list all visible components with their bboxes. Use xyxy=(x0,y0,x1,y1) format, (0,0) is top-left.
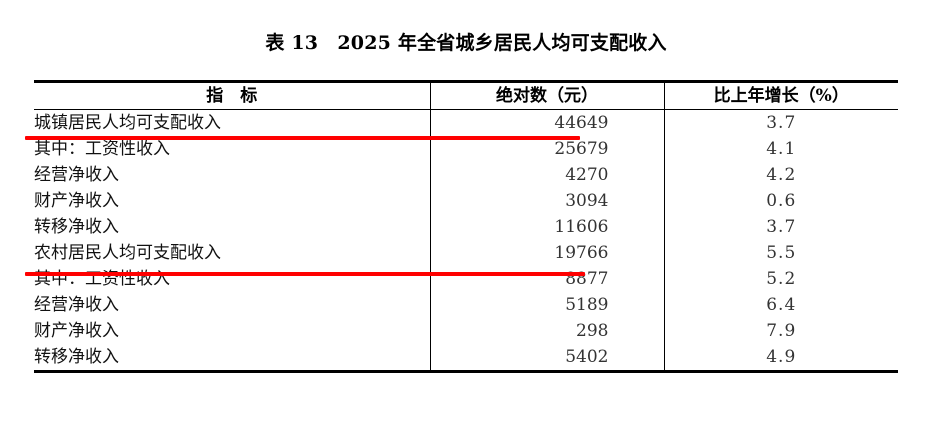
page-title: 表 13 2025 年全省城乡居民人均可支配收入 xyxy=(265,32,667,54)
row-label: 农村居民人均可支配收入 xyxy=(34,243,221,263)
row-label: 经营净收入 xyxy=(34,295,119,315)
statistics-table-container: 指 标 绝对数（元） 比上年增长（%） 城镇居民人均可支配收入 44649 3.7 其… xyxy=(34,80,898,373)
row-growth-value: 3.7 xyxy=(766,113,797,133)
row-growth-value: 3.7 xyxy=(766,217,797,237)
row-label: 转移净收入 xyxy=(34,347,119,367)
row-growth-value: 7.9 xyxy=(766,321,797,341)
table-row: 经营净收入 4270 4.2 xyxy=(34,162,898,188)
table-row: 财产净收入 3094 0.6 xyxy=(34,188,898,214)
column-header-indicator: 指 标 xyxy=(34,81,430,110)
row-label: 财产净收入 xyxy=(34,321,119,341)
row-absolute-value: 25679 xyxy=(429,136,665,162)
row-absolute-value: 11606 xyxy=(429,214,665,240)
income-statistics-table: 指 标 绝对数（元） 比上年增长（%） 城镇居民人均可支配收入 44649 3.7 其… xyxy=(34,80,898,373)
row-label: 城镇居民人均可支配收入 xyxy=(34,113,221,133)
row-label: 经营净收入 xyxy=(34,165,119,185)
row-absolute-value: 298 xyxy=(429,318,665,344)
row-label: 转移净收入 xyxy=(34,217,119,237)
table-row: 其中：工资性收入 25679 4.1 xyxy=(34,136,898,162)
column-header-absolute-value: 绝对数（元） xyxy=(429,81,665,110)
row-absolute-value: 5189 xyxy=(429,292,665,318)
table-header-row: 指 标 绝对数（元） 比上年增长（%） xyxy=(34,81,898,110)
row-absolute-value: 3094 xyxy=(429,188,665,214)
table-row: 经营净收入 5189 6.4 xyxy=(34,292,898,318)
row-absolute-value: 8877 xyxy=(429,266,665,292)
row-growth-value: 4.2 xyxy=(766,165,797,185)
row-absolute-value: 44649 xyxy=(429,109,665,136)
table-body: 城镇居民人均可支配收入 44649 3.7 其中：工资性收入 25679 4.1 经营净收入… xyxy=(34,109,898,372)
table-row: 转移净收入 11606 3.7 xyxy=(34,214,898,240)
table-row: 农村居民人均可支配收入 19766 5.5 xyxy=(34,240,898,266)
row-label: 财产净收入 xyxy=(34,191,119,211)
row-label: 其中：工资性收入 xyxy=(34,269,170,289)
row-absolute-value: 4270 xyxy=(429,162,665,188)
table-header: 指 标 绝对数（元） 比上年增长（%） xyxy=(34,81,898,110)
column-header-growth: 比上年增长（%） xyxy=(664,81,898,110)
row-absolute-value: 19766 xyxy=(429,240,665,266)
row-growth-value: 4.9 xyxy=(766,347,797,367)
row-growth-value: 4.1 xyxy=(766,139,797,159)
row-growth-value: 0.6 xyxy=(766,191,797,211)
table-row: 财产净收入 298 7.9 xyxy=(34,318,898,344)
row-growth-value: 5.5 xyxy=(766,243,797,263)
row-growth-value: 6.4 xyxy=(766,295,797,315)
table-row: 转移净收入 5402 4.9 xyxy=(34,344,898,372)
row-label: 其中：工资性收入 xyxy=(34,139,170,159)
row-growth-value: 5.2 xyxy=(766,269,797,289)
row-absolute-value: 5402 xyxy=(429,344,665,372)
table-row: 城镇居民人均可支配收入 44649 3.7 xyxy=(34,109,898,136)
table-row: 其中：工资性收入 8877 5.2 xyxy=(34,266,898,292)
